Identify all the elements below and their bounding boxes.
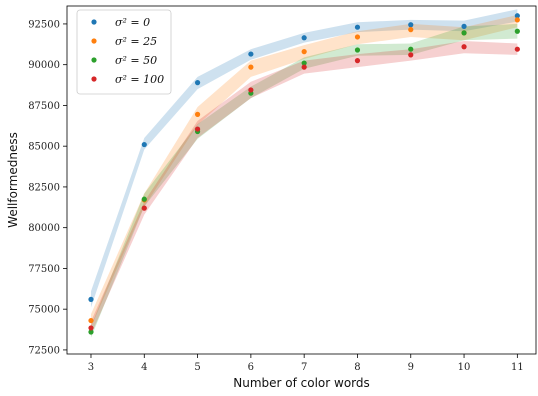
point-series-2-x3 — [88, 329, 94, 335]
legend-entry: σ² = 0 — [115, 16, 150, 29]
point-series-2-x4 — [141, 196, 147, 202]
point-series-1-x7 — [301, 49, 307, 55]
legend-marker — [91, 19, 97, 25]
y-tick-label: 77500 — [28, 264, 60, 275]
legend-marker — [91, 76, 97, 82]
point-series-3-x4 — [141, 205, 147, 211]
y-tick-label: 85000 — [28, 142, 60, 153]
y-axis-label: Wellformedness — [6, 132, 20, 228]
point-series-2-x11 — [514, 28, 520, 34]
x-axis-label: Number of color words — [233, 376, 370, 390]
y-tick-label: 72500 — [28, 345, 60, 356]
point-series-2-x9 — [408, 46, 414, 52]
x-tick-label: 9 — [408, 362, 414, 373]
y-tick-label: 87500 — [28, 101, 60, 112]
point-series-2-x7 — [301, 60, 307, 66]
y-tick-label: 90000 — [28, 60, 60, 71]
point-series-0-x10 — [461, 23, 467, 29]
x-tick-label: 7 — [301, 362, 307, 373]
point-series-3-x7 — [301, 64, 307, 70]
point-series-3-x6 — [248, 87, 254, 93]
y-tick-label: 92500 — [28, 19, 60, 30]
data-points — [88, 13, 520, 335]
axes: 72500 75000 77500 80000 82500 85000 87500 90000… — [28, 5, 537, 373]
point-series-0-x5 — [194, 80, 201, 86]
y-tick-label: 82500 — [28, 182, 60, 193]
point-series-1-x8 — [354, 34, 361, 40]
x-tick-label: 11 — [511, 362, 524, 373]
point-series-1-x3 — [88, 317, 94, 324]
legend-box — [76, 9, 172, 95]
point-series-2-x8 — [354, 47, 361, 53]
x-tick-label: 8 — [354, 362, 360, 373]
legend-entry: σ² = 50 — [115, 54, 157, 67]
point-series-3-x11 — [514, 46, 520, 52]
legend-marker — [91, 38, 97, 44]
legend: σ² = 0 σ² = 25 σ² = 50 σ² = 100 — [76, 9, 172, 95]
plot-frame — [66, 5, 537, 355]
legend-entry: σ² = 100 — [115, 73, 164, 86]
legend-entry: σ² = 25 — [115, 35, 157, 48]
y-tick-label: 75000 — [28, 305, 60, 316]
point-series-2-x10 — [461, 30, 467, 36]
point-series-3-x5 — [194, 126, 201, 132]
x-tick-label: 4 — [141, 362, 147, 373]
point-series-0-x4 — [141, 141, 147, 148]
point-series-0-x8 — [354, 24, 361, 30]
y-tick-label: 80000 — [28, 223, 60, 234]
x-tick-label: 10 — [458, 362, 471, 373]
x-tick-label: 6 — [248, 362, 254, 373]
point-series-1-x11 — [514, 17, 520, 23]
point-series-3-x9 — [408, 52, 414, 58]
point-series-0-x3 — [88, 296, 94, 302]
point-series-1-x5 — [194, 111, 201, 117]
point-series-0-x6 — [248, 51, 254, 57]
point-series-1-x6 — [248, 64, 254, 70]
point-series-0-x11 — [514, 13, 520, 19]
point-series-0-x9 — [408, 22, 414, 28]
point-series-0-x7 — [301, 35, 307, 41]
point-series-3-x8 — [354, 58, 361, 64]
point-series-3-x10 — [461, 44, 467, 50]
point-series-3-x3 — [88, 325, 94, 331]
point-series-1-x9 — [408, 27, 414, 33]
legend-marker — [91, 57, 97, 63]
x-tick-label: 5 — [194, 362, 200, 373]
x-tick-label: 3 — [88, 362, 94, 373]
